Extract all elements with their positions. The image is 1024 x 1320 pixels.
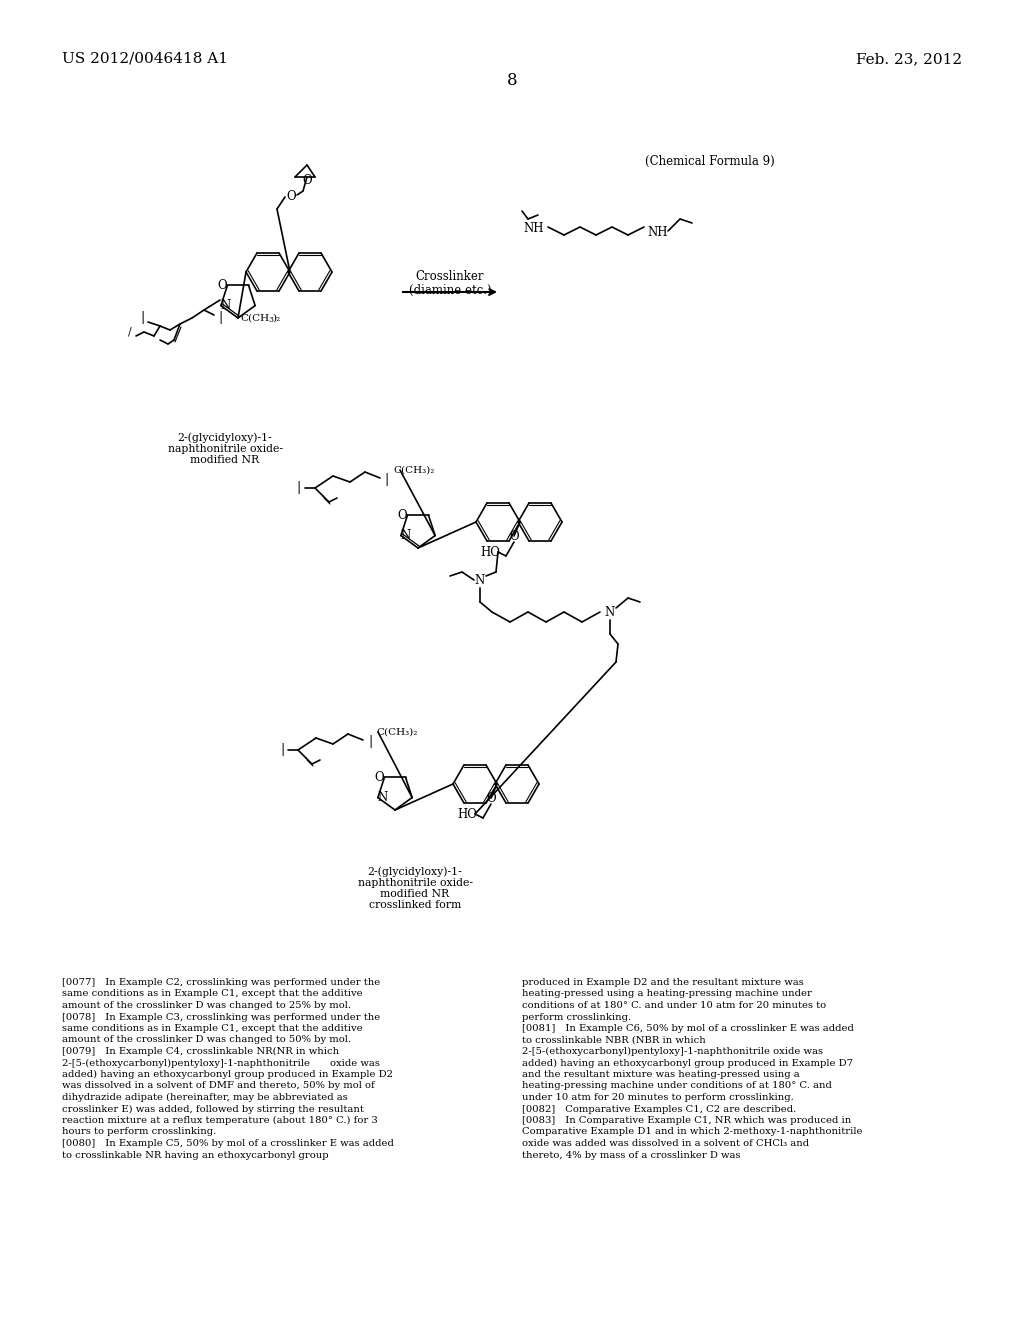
Text: added) having an ethoxycarbonyl group produced in Example D7: added) having an ethoxycarbonyl group pr… (522, 1059, 853, 1068)
Text: NH: NH (648, 227, 669, 239)
Text: thereto, 4% by mass of a crosslinker D was: thereto, 4% by mass of a crosslinker D w… (522, 1151, 740, 1159)
Text: Crosslinker: Crosslinker (416, 269, 484, 282)
Text: to crosslinkable NR having an ethoxycarbonyl group: to crosslinkable NR having an ethoxycarb… (62, 1151, 329, 1159)
Text: oxide was added was dissolved in a solvent of CHCl₃ and: oxide was added was dissolved in a solve… (522, 1139, 809, 1148)
Text: heating-pressed using a heating-pressing machine under: heating-pressed using a heating-pressing… (522, 990, 812, 998)
Text: 2-[5-(ethoxycarbonyl)pentyloxy]-1-naphthonitrile oxide was: 2-[5-(ethoxycarbonyl)pentyloxy]-1-naphth… (522, 1047, 823, 1056)
Text: perform crosslinking.: perform crosslinking. (522, 1012, 631, 1022)
Text: N: N (221, 300, 231, 312)
Text: |: | (385, 474, 389, 487)
Text: heating-pressing machine under conditions of at 180° C. and: heating-pressing machine under condition… (522, 1081, 831, 1090)
Text: 2-[5-(ethoxycarbonyl)pentyloxy]-1-naphthonitrile  oxide was: 2-[5-(ethoxycarbonyl)pentyloxy]-1-naphth… (62, 1059, 380, 1068)
Text: N: N (475, 573, 485, 586)
Text: N: N (400, 529, 411, 543)
Text: N: N (378, 791, 388, 804)
Text: 2-(glycidyloxy)-1-: 2-(glycidyloxy)-1- (177, 433, 272, 444)
Text: naphthonitrile oxide-: naphthonitrile oxide- (357, 878, 472, 888)
Text: C(CH: C(CH (240, 314, 269, 322)
Text: C(CH₃)₂: C(CH₃)₂ (376, 727, 418, 737)
Text: added) having an ethoxycarbonyl group produced in Example D2: added) having an ethoxycarbonyl group pr… (62, 1071, 393, 1080)
Text: |: | (368, 735, 372, 748)
Text: [0082] Comparative Examples C1, C2 are described.: [0082] Comparative Examples C1, C2 are d… (522, 1105, 797, 1114)
Text: (Chemical Formula 9): (Chemical Formula 9) (645, 154, 775, 168)
Text: amount of the crosslinker D was changed to 50% by mol.: amount of the crosslinker D was changed … (62, 1035, 351, 1044)
Text: reaction mixture at a reflux temperature (about 180° C.) for 3: reaction mixture at a reflux temperature… (62, 1115, 378, 1125)
Text: O: O (397, 510, 408, 521)
Text: was dissolved in a solvent of DMF and thereto, 50% by mol of: was dissolved in a solvent of DMF and th… (62, 1081, 375, 1090)
Text: (diamine etc.): (diamine etc.) (409, 284, 492, 297)
Text: |: | (218, 310, 222, 323)
Text: HO: HO (480, 545, 500, 558)
Text: [0080] In Example C5, 50% by mol of a crosslinker E was added: [0080] In Example C5, 50% by mol of a cr… (62, 1139, 394, 1148)
Text: hours to perform crosslinking.: hours to perform crosslinking. (62, 1127, 216, 1137)
Text: conditions of at 180° C. and under 10 atm for 20 minutes to: conditions of at 180° C. and under 10 at… (522, 1001, 826, 1010)
Text: US 2012/0046418 A1: US 2012/0046418 A1 (62, 51, 228, 66)
Text: [0081] In Example C6, 50% by mol of a crosslinker E was added: [0081] In Example C6, 50% by mol of a cr… (522, 1024, 854, 1034)
Text: HO: HO (457, 808, 477, 821)
Text: crosslinked form: crosslinked form (369, 900, 461, 909)
Text: amount of the crosslinker D was changed to 25% by mol.: amount of the crosslinker D was changed … (62, 1001, 351, 1010)
Text: under 10 atm for 20 minutes to perform crosslinking.: under 10 atm for 20 minutes to perform c… (522, 1093, 794, 1102)
Text: [0077] In Example C2, crosslinking was performed under the: [0077] In Example C2, crosslinking was p… (62, 978, 380, 987)
Text: )₂: )₂ (272, 314, 281, 322)
Text: and the resultant mixture was heating-pressed using a: and the resultant mixture was heating-pr… (522, 1071, 800, 1078)
Text: |: | (140, 312, 144, 325)
Text: O: O (286, 190, 296, 203)
Text: 2-(glycidyloxy)-1-: 2-(glycidyloxy)-1- (368, 867, 463, 878)
Text: dihydrazide adipate (hereinafter, may be abbreviated as: dihydrazide adipate (hereinafter, may be… (62, 1093, 348, 1102)
Text: [0078] In Example C3, crosslinking was performed under the: [0078] In Example C3, crosslinking was p… (62, 1012, 380, 1022)
Text: |: | (280, 743, 284, 756)
Text: O: O (302, 174, 312, 187)
Text: C(CH₃)₂: C(CH₃)₂ (393, 466, 434, 474)
Text: NH: NH (523, 223, 544, 235)
Text: crosslinker E) was added, followed by stirring the resultant: crosslinker E) was added, followed by st… (62, 1105, 364, 1114)
Text: O: O (375, 771, 384, 784)
Text: Feb. 23, 2012: Feb. 23, 2012 (856, 51, 962, 66)
Text: 8: 8 (507, 73, 517, 88)
Text: O: O (509, 529, 519, 543)
Text: /: / (128, 327, 132, 337)
Text: [0079] In Example C4, crosslinkable NR(NR in which: [0079] In Example C4, crosslinkable NR(N… (62, 1047, 339, 1056)
Text: [0083] In Comparative Example C1, NR which was produced in: [0083] In Comparative Example C1, NR whi… (522, 1115, 851, 1125)
Text: Comparative Example D1 and in which 2-methoxy-1-naphthonitrile: Comparative Example D1 and in which 2-me… (522, 1127, 862, 1137)
Text: to crosslinkable NBR (NBR in which: to crosslinkable NBR (NBR in which (522, 1035, 706, 1044)
Text: produced in Example D2 and the resultant mixture was: produced in Example D2 and the resultant… (522, 978, 804, 987)
Text: modified NR: modified NR (381, 888, 450, 899)
Text: same conditions as in Example C1, except that the additive: same conditions as in Example C1, except… (62, 990, 362, 998)
Text: O: O (218, 279, 227, 292)
Text: same conditions as in Example C1, except that the additive: same conditions as in Example C1, except… (62, 1024, 362, 1034)
Text: 3: 3 (268, 315, 273, 323)
Text: |: | (297, 482, 301, 495)
Text: naphthonitrile oxide-: naphthonitrile oxide- (168, 444, 283, 454)
Text: N: N (605, 606, 615, 619)
Text: O: O (486, 792, 496, 804)
Text: modified NR: modified NR (190, 455, 259, 465)
